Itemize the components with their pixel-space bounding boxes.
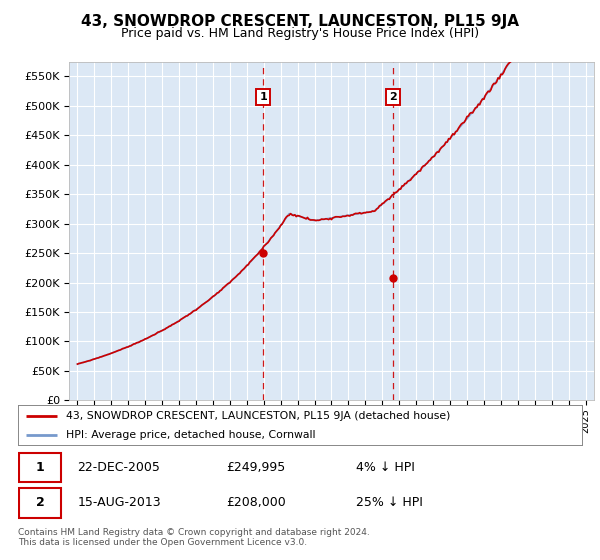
Text: 25% ↓ HPI: 25% ↓ HPI bbox=[356, 496, 423, 510]
Text: 2: 2 bbox=[35, 496, 44, 510]
Text: Contains HM Land Registry data © Crown copyright and database right 2024.
This d: Contains HM Land Registry data © Crown c… bbox=[18, 528, 370, 547]
Text: 4% ↓ HPI: 4% ↓ HPI bbox=[356, 461, 415, 474]
FancyBboxPatch shape bbox=[19, 488, 61, 517]
Text: 22-DEC-2005: 22-DEC-2005 bbox=[77, 461, 160, 474]
Text: HPI: Average price, detached house, Cornwall: HPI: Average price, detached house, Corn… bbox=[66, 430, 316, 440]
Text: £208,000: £208,000 bbox=[227, 496, 286, 510]
FancyBboxPatch shape bbox=[19, 452, 61, 482]
Text: £249,995: £249,995 bbox=[227, 461, 286, 474]
Text: 43, SNOWDROP CRESCENT, LAUNCESTON, PL15 9JA (detached house): 43, SNOWDROP CRESCENT, LAUNCESTON, PL15 … bbox=[66, 411, 451, 421]
Text: 43, SNOWDROP CRESCENT, LAUNCESTON, PL15 9JA: 43, SNOWDROP CRESCENT, LAUNCESTON, PL15 … bbox=[81, 14, 519, 29]
Text: 15-AUG-2013: 15-AUG-2013 bbox=[77, 496, 161, 510]
Text: 1: 1 bbox=[35, 461, 44, 474]
Text: 2: 2 bbox=[389, 92, 397, 102]
Text: 1: 1 bbox=[259, 92, 267, 102]
Text: Price paid vs. HM Land Registry's House Price Index (HPI): Price paid vs. HM Land Registry's House … bbox=[121, 27, 479, 40]
